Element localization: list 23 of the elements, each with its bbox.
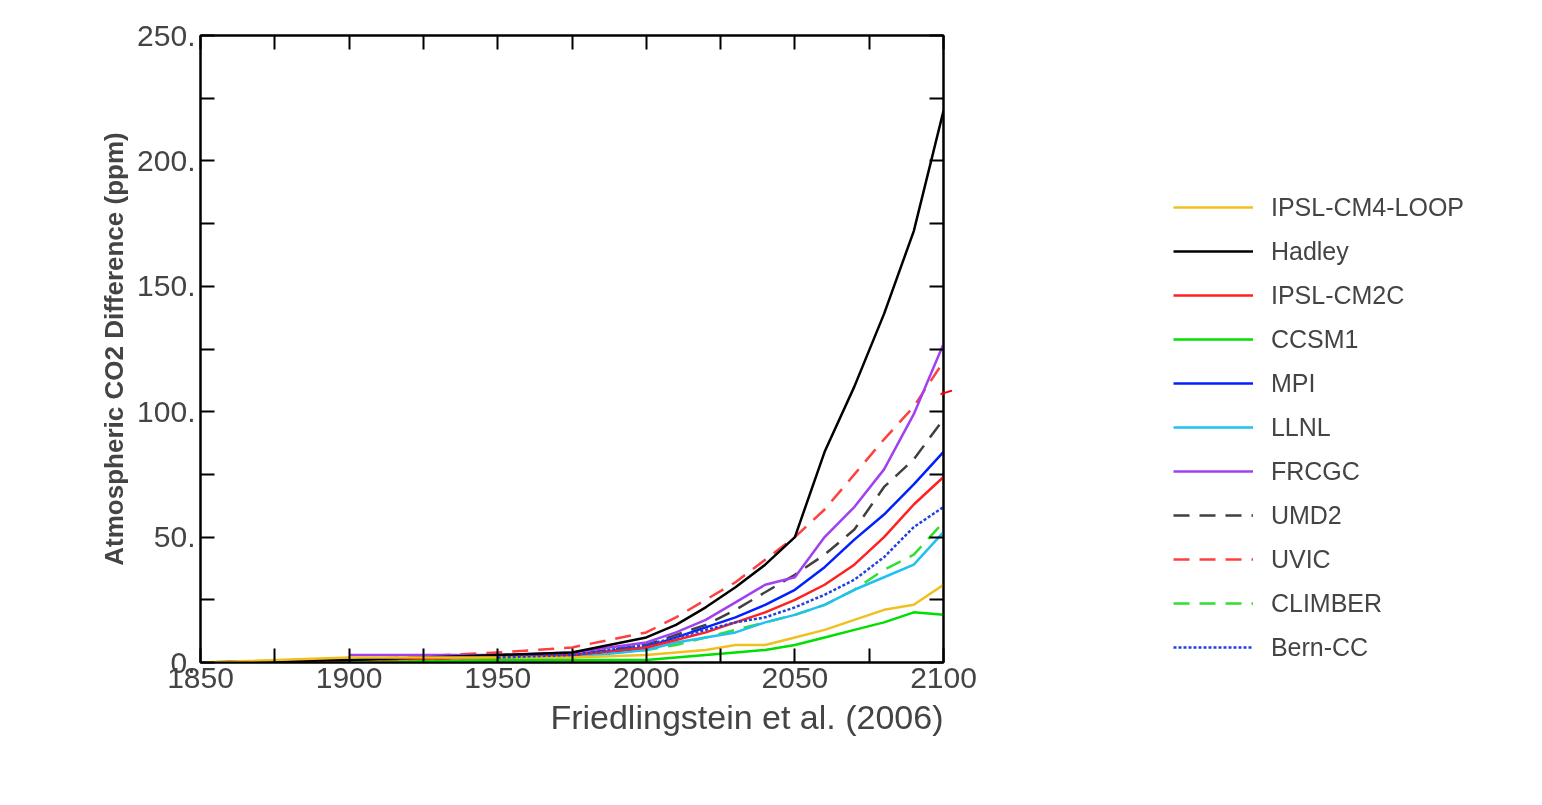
y-tick-label: 100. (137, 394, 196, 428)
y-tick-label: 250. (137, 18, 196, 52)
y-axis-title: Atmospheric CO2 Difference (ppm) (99, 132, 130, 566)
legend-label: LLNL (1270, 412, 1331, 442)
x-tick-label: 2000 (612, 660, 680, 694)
y-tick-label: 200. (137, 143, 196, 177)
text: Friedlingstein et al. (2006) (550, 697, 944, 736)
legend-label: IPSL-CM2C (1270, 280, 1405, 310)
x-tick-label: 1950 (464, 660, 532, 694)
legend-label: MPI (1270, 368, 1316, 398)
legend-label: Hadley (1270, 236, 1349, 266)
y-tick-label: 150. (137, 269, 196, 303)
x-tick-label: 1900 (315, 660, 383, 694)
legend-label: Bern-CC (1270, 632, 1369, 662)
x-tick-label: 2050 (761, 660, 829, 694)
legend-label: CCSM1 (1270, 324, 1359, 354)
legend-label: UVIC (1270, 544, 1331, 574)
legend-label: IPSL-CM4-LOOP (1270, 192, 1465, 222)
y-tick-label: 50. (153, 520, 196, 554)
x-tick-label: 2100 (910, 660, 977, 694)
legend-label: FRCGC (1270, 456, 1360, 486)
legend-label: CLIMBER (1270, 588, 1383, 618)
legend-label: UMD2 (1270, 500, 1342, 530)
